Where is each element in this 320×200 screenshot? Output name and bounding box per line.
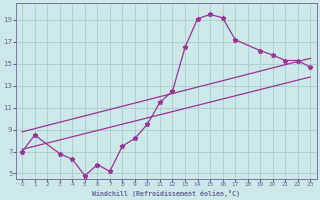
X-axis label: Windchill (Refroidissement éolien,°C): Windchill (Refroidissement éolien,°C) bbox=[92, 190, 240, 197]
